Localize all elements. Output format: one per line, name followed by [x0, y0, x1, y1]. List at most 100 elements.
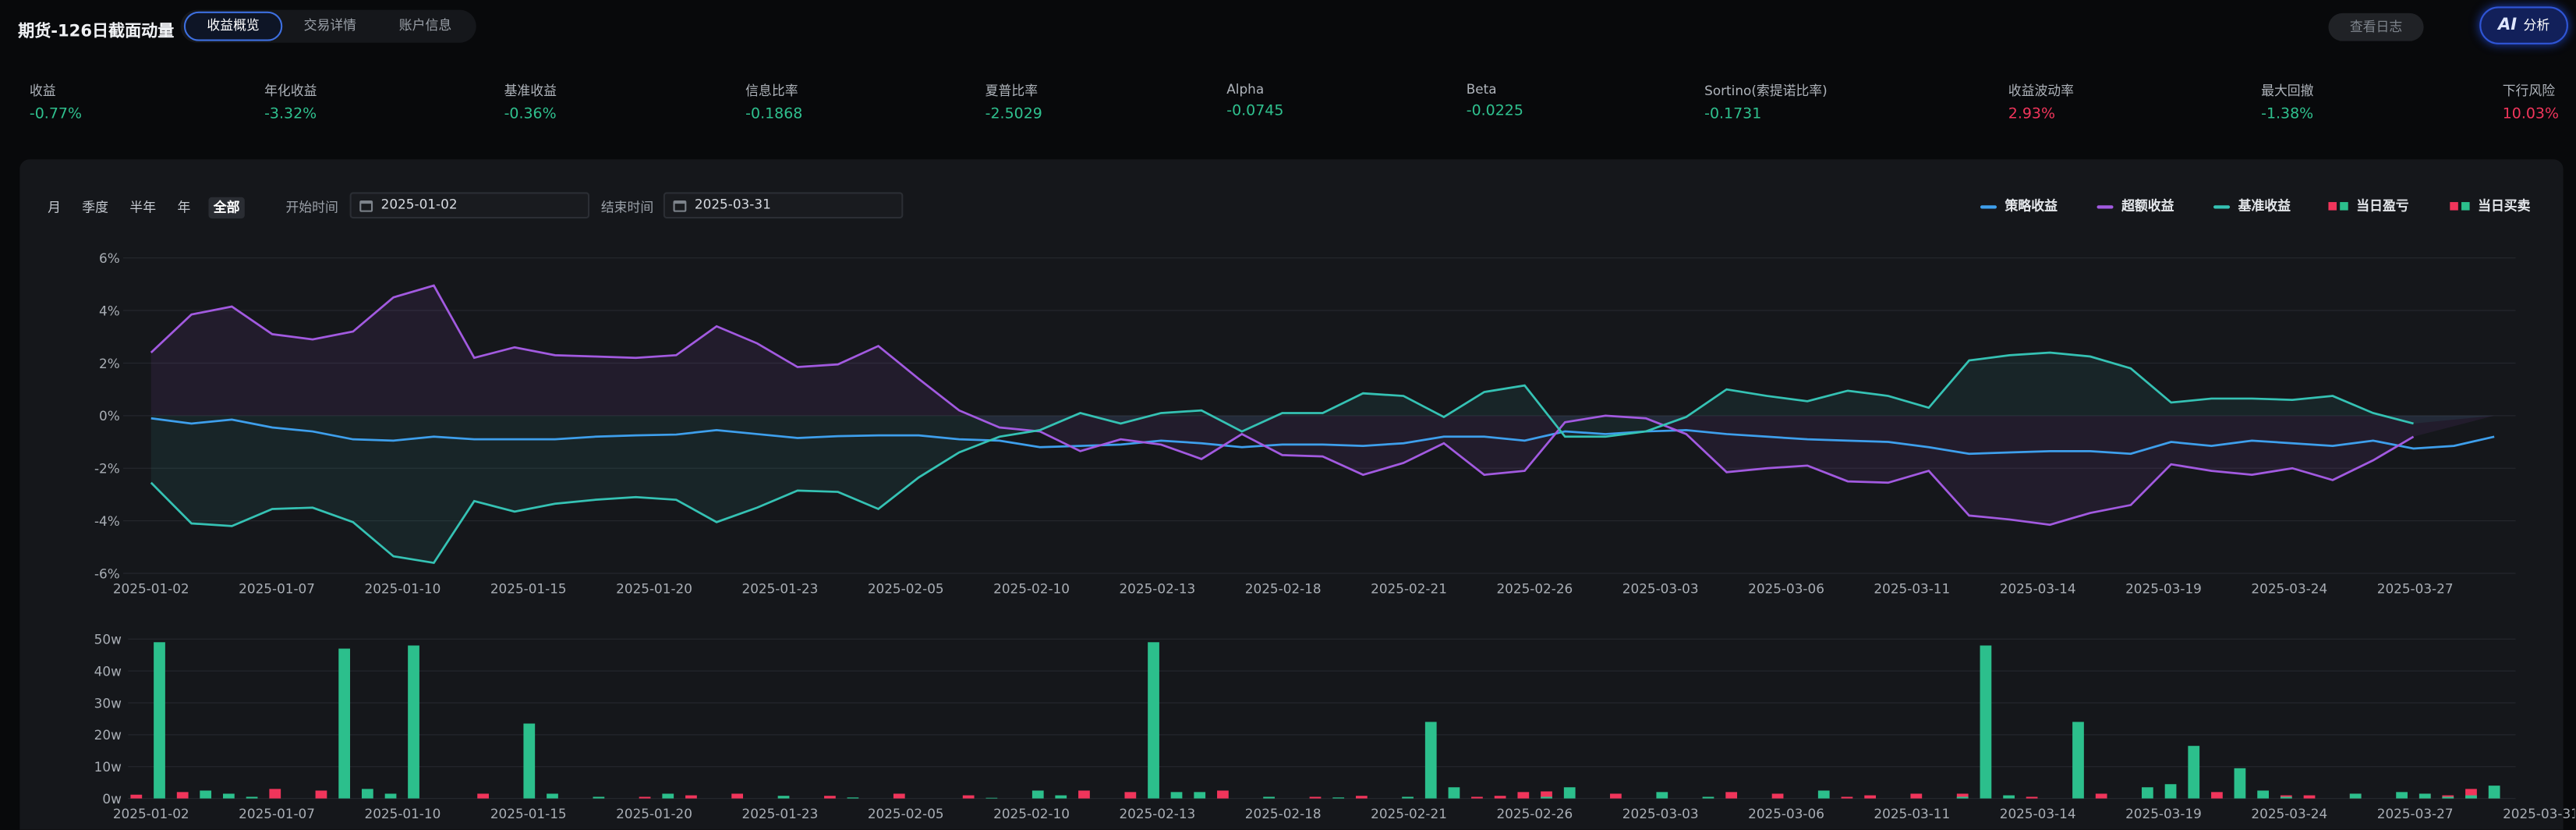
bar-pnl[interactable] — [1448, 787, 1460, 799]
bar-trade[interactable] — [477, 793, 489, 799]
bar-pnl[interactable] — [246, 796, 258, 799]
end-date-input[interactable]: 2025-03-31 — [663, 192, 904, 219]
y-tick-label: -4% — [94, 513, 120, 529]
bar-pnl[interactable] — [2188, 746, 2200, 799]
bar-trade[interactable] — [2095, 793, 2107, 799]
bar-pnl[interactable] — [1980, 645, 1992, 799]
bar-pnl[interactable] — [2419, 793, 2431, 799]
bar-trade[interactable] — [1841, 796, 1853, 799]
view-log-button[interactable]: 查看日志 — [2328, 12, 2424, 41]
bar-pnl[interactable] — [2072, 722, 2084, 799]
bar-pnl[interactable] — [2280, 796, 2292, 799]
x-tick-label: 2025-02-10 — [993, 806, 1070, 821]
calendar-icon — [359, 200, 373, 212]
bar-pnl[interactable] — [408, 645, 419, 799]
bar-pnl[interactable] — [2141, 787, 2153, 799]
bar-trade[interactable] — [893, 793, 905, 799]
bar-pnl[interactable] — [847, 797, 859, 799]
bar-pnl[interactable] — [2349, 793, 2362, 799]
bar-pnl[interactable] — [1170, 792, 1183, 799]
metric-10: 下行风险 10.03% — [2503, 82, 2559, 123]
bar-pnl[interactable] — [1956, 796, 1969, 799]
legend-daily-pnl[interactable]: 当日盈亏 — [2328, 197, 2409, 215]
bar-pnl[interactable] — [2442, 796, 2454, 799]
bar-pnl[interactable] — [1817, 790, 1830, 799]
tab-trade-details[interactable]: 交易详情 — [303, 18, 357, 34]
bar-pnl[interactable] — [338, 648, 351, 799]
bar-trade[interactable] — [1517, 792, 1530, 799]
bar-pnl[interactable] — [593, 796, 605, 799]
bar-pnl[interactable] — [361, 789, 373, 799]
bar-trade[interactable] — [1471, 796, 1483, 799]
bar-trade[interactable] — [1910, 793, 1923, 799]
bar-pnl[interactable] — [200, 790, 212, 799]
bar-pnl[interactable] — [2257, 790, 2269, 799]
bar-trade[interactable] — [130, 794, 143, 799]
bar-trade[interactable] — [2211, 792, 2223, 799]
returns-line-chart[interactable]: 6% 4% 2% 0% -2% -4% -6%2025-01-02 2025-01-07 202… — [0, 238, 2574, 608]
legend-benchmark[interactable]: 基准收益 — [2213, 197, 2291, 215]
bar-pnl[interactable] — [1194, 792, 1206, 799]
bar-trade[interactable] — [1541, 791, 1552, 799]
bar-trade[interactable] — [1124, 792, 1137, 799]
bar-pnl[interactable] — [2003, 795, 2015, 799]
bar-trade[interactable] — [1217, 790, 1229, 799]
start-date-input[interactable]: 2025-01-02 — [349, 192, 590, 219]
bar-trade[interactable] — [1610, 793, 1622, 799]
bar-trade[interactable] — [269, 789, 281, 799]
bar-pnl[interactable] — [777, 796, 790, 799]
bar-trade[interactable] — [176, 792, 189, 799]
bar-trade[interactable] — [1078, 790, 1090, 799]
bar-trade[interactable] — [2303, 795, 2316, 799]
legend-daily-trade[interactable]: 当日买卖 — [2450, 197, 2531, 215]
bar-pnl[interactable] — [2488, 786, 2500, 799]
bar-trade[interactable] — [731, 793, 744, 799]
bar-pnl[interactable] — [2465, 795, 2477, 799]
range-button-3[interactable]: 年 — [177, 200, 191, 215]
bar-pnl[interactable] — [2396, 792, 2408, 799]
range-button-4[interactable]: 全部 — [208, 197, 245, 219]
bar-trade[interactable] — [1356, 796, 1368, 799]
bar-trade[interactable] — [1725, 792, 1738, 799]
range-button-0[interactable]: 月 — [48, 200, 61, 215]
bar-pnl[interactable] — [223, 793, 235, 799]
ai-analyze-button[interactable]: AI 分析 — [2479, 6, 2568, 44]
legend-strategy[interactable]: 策略收益 — [1980, 197, 2058, 215]
bar-pnl[interactable] — [384, 793, 397, 799]
bar-pnl[interactable] — [1148, 642, 1159, 799]
bar-pnl[interactable] — [1656, 792, 1668, 799]
bar-pnl[interactable] — [1031, 790, 1044, 799]
bar-pnl[interactable] — [523, 723, 536, 799]
bar-trade[interactable] — [1864, 795, 1877, 799]
legend-excess[interactable]: 超额收益 — [2097, 197, 2174, 215]
bar-pnl[interactable] — [1402, 796, 1414, 799]
bar-trade[interactable] — [315, 790, 327, 799]
bar-pnl[interactable] — [1055, 795, 1067, 799]
bar-pnl[interactable] — [1263, 796, 1275, 799]
range-button-2[interactable]: 半年 — [129, 200, 157, 215]
range-button-1[interactable]: 季度 — [82, 200, 109, 215]
bar-pnl[interactable] — [547, 793, 558, 799]
bar-trade[interactable] — [2026, 796, 2038, 799]
bar-pnl[interactable] — [2164, 784, 2177, 799]
bar-trade[interactable] — [962, 795, 975, 799]
bar-pnl[interactable] — [1332, 797, 1345, 799]
bar-pnl[interactable] — [2234, 768, 2246, 799]
bar-pnl[interactable] — [1424, 722, 1437, 799]
bar-trade[interactable] — [639, 796, 651, 799]
bar-pnl[interactable] — [1541, 796, 1552, 799]
bar-trade[interactable] — [1771, 793, 1784, 799]
bar-pnl[interactable] — [1702, 796, 1714, 799]
bar-pnl[interactable] — [154, 642, 165, 799]
tab-account-info[interactable]: 账户信息 — [398, 18, 452, 34]
bar-pnl[interactable] — [1563, 787, 1576, 799]
bar-trade[interactable] — [1309, 796, 1322, 799]
bar-pnl[interactable] — [662, 793, 674, 799]
bar-trade[interactable] — [1494, 796, 1506, 799]
tab-overview[interactable]: 收益概览 — [183, 11, 283, 41]
bar-pnl[interactable] — [985, 797, 998, 799]
bar-trade[interactable] — [824, 796, 836, 799]
bar-trade[interactable] — [1956, 793, 1969, 799]
bar-trade[interactable] — [685, 795, 697, 799]
